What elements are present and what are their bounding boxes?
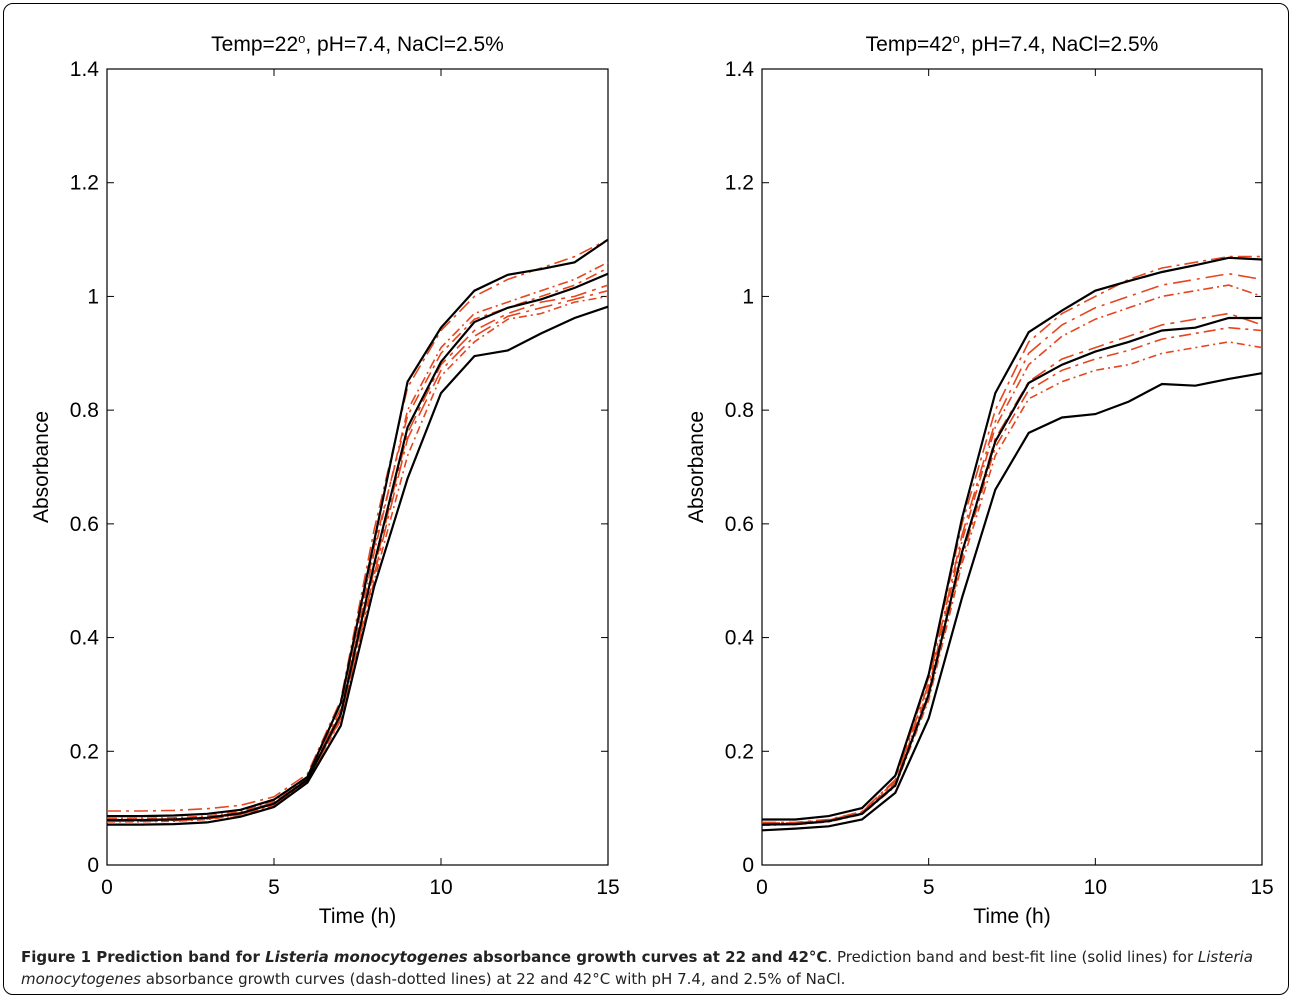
growth-curve-3 [107,284,609,822]
caption-text-2: absorbance growth curves (dash-dotted li… [140,970,846,988]
growth-curve-5 [107,267,609,821]
growth-curve-3 [762,312,1263,825]
y-tick-label: 0.2 [70,740,99,763]
y-tick-label: 1.4 [70,58,100,81]
y-tick-label: 1.2 [70,172,99,195]
x-axis-label: Time (h) [973,905,1050,928]
y-tick-label: 1 [742,285,754,308]
prediction-band-lower [107,305,609,826]
chart-title-degree: o [953,31,960,46]
y-tick-label: 1.4 [725,58,755,81]
caption-title: Figure 1 Prediction band for [21,948,266,966]
figure-charts: Temp=22o, pH=7.4, NaCl=2.5%00.20.40.60.8… [30,31,1274,928]
chart-panel-1: Temp=22o, pH=7.4, NaCl=2.5% 0 0.2 0.4 0.6 0.8… [30,31,620,928]
prediction-band-lower [761,372,1263,832]
y-tick-label: 0.4 [725,627,755,650]
chart-title: Temp=42o, pH=7.4, NaCl=2.5% [866,31,1159,56]
x-axis-label: Time (h) [319,905,396,928]
y-tick-label: 0.2 [725,740,754,763]
x-tick-label: 10 [1084,876,1107,899]
y-tick-label: 0 [87,854,99,877]
y-tick-label: 1 [87,285,99,308]
growth-curve-6 [762,272,1263,824]
chart-title-temp: Temp=22 [211,33,298,56]
caption-species: Listeria monocytogenes [21,948,1253,988]
figure-caption: Figure 1 Prediction band for Listeria mo… [21,946,1276,990]
prediction-band-upper [762,256,1263,821]
chart-title-temp: Temp=42 [866,33,953,56]
chart-panel-2: Temp=42o, pH=7.4, NaCl=2.5% 0 0.2 0.4 0.6 0.8… [685,31,1274,928]
caption-title-rest: absorbance growth curves at 22 and 42°C [467,948,828,966]
chart-title: Temp=22o, pH=7.4, NaCl=2.5% [211,31,504,56]
y-tick-label: 0 [742,854,754,877]
best-fit-line [761,316,1262,826]
growth-curve-5 [762,326,1263,826]
chart-title-conditions: , pH=7.4, NaCl=2.5% [960,33,1158,56]
growth-curve-1 [107,238,609,812]
growth-curve-6 [107,289,609,822]
x-tick-label: 0 [101,876,113,899]
caption-title-species: Listeria monocytogenes [265,948,468,966]
x-tick-label: 5 [923,876,935,899]
chart-title-degree: o [298,31,305,46]
y-tick-label: 0.4 [70,627,100,650]
best-fit-line [107,272,609,822]
y-tick-label: 0.6 [725,513,754,536]
y-tick-label: 0.6 [70,513,99,536]
y-tick-label: 0.8 [725,399,754,422]
growth-curve-4 [761,341,1263,826]
y-axis-label: Absorbance [30,411,53,523]
prediction-band-upper [107,238,609,818]
growth-curve-4 [107,295,609,823]
x-tick-label: 15 [596,876,619,899]
y-axis-label: Absorbance [685,411,708,523]
growth-curve-2 [762,284,1263,825]
x-tick-label: 5 [268,876,280,899]
plot-area-frame [761,68,1263,866]
plot-area-frame [106,68,609,866]
x-tick-label: 0 [756,876,768,899]
growth-curve-1 [762,255,1262,824]
y-tick-label: 0.8 [70,399,99,422]
y-tick-label: 1.2 [725,172,754,195]
chart-title-conditions: , pH=7.4, NaCl=2.5% [305,33,503,56]
x-tick-label: 15 [1250,876,1273,899]
growth-curve-2 [107,261,609,820]
caption-text-1: . Prediction band and best-fit line (sol… [827,948,1198,966]
figure-frame [3,3,1289,995]
x-tick-label: 10 [429,876,452,899]
